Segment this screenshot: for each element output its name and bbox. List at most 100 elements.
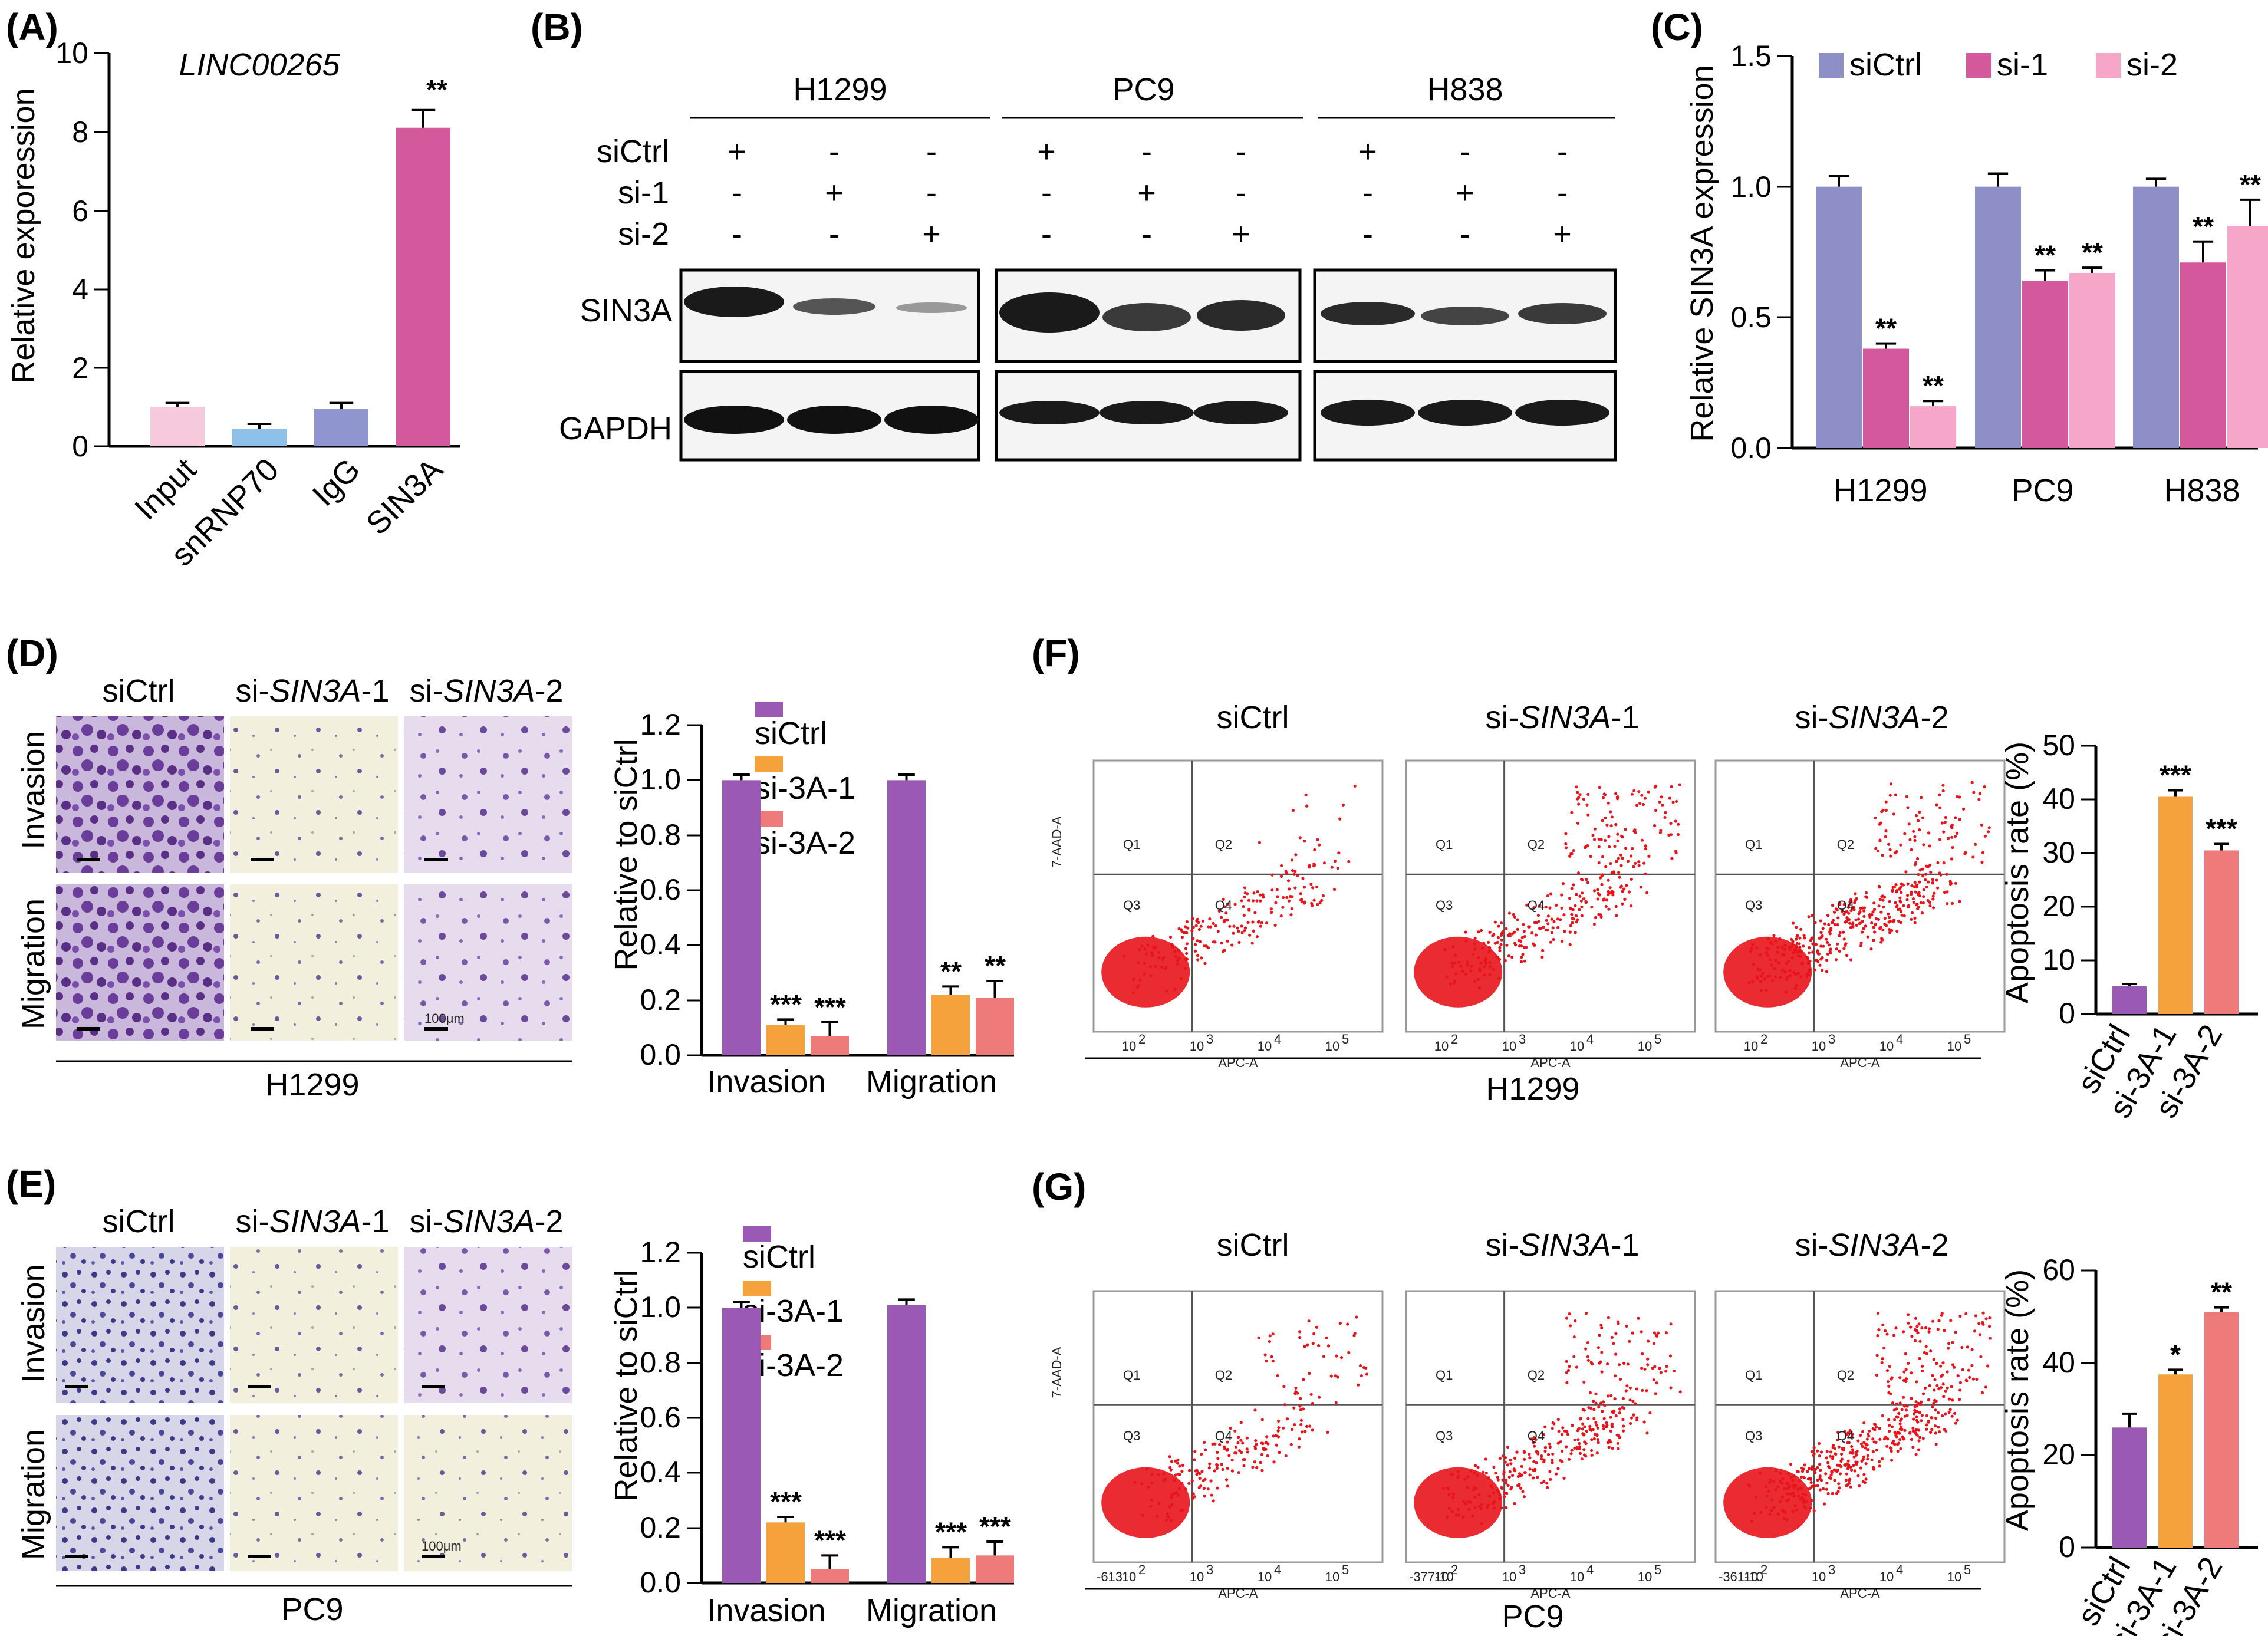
event-dot	[1865, 1443, 1869, 1447]
event-dot	[1910, 1371, 1913, 1375]
event-dot	[1239, 1439, 1243, 1442]
event-dot	[1240, 899, 1243, 903]
event-dot	[1811, 1467, 1815, 1470]
event-dot	[1868, 913, 1872, 917]
event-dot	[1907, 1321, 1910, 1325]
event-dot	[1632, 829, 1636, 833]
panel-f-plot-title: si-SIN3A-2	[1795, 700, 1948, 735]
event-dot	[1926, 865, 1930, 868]
event-dot	[1584, 901, 1588, 904]
micrograph	[404, 716, 572, 873]
event-dot	[1302, 886, 1306, 889]
event-dot	[1918, 1357, 1921, 1360]
event-dot	[1668, 1354, 1672, 1358]
quadrant-label: Q2	[1215, 837, 1232, 852]
event-dot	[1226, 1440, 1229, 1444]
event-dot	[1759, 953, 1762, 957]
event-dot	[1873, 930, 1877, 934]
event-dot	[1532, 1460, 1536, 1463]
event-dot	[1604, 865, 1608, 868]
event-dot	[1826, 913, 1830, 917]
event-dot	[1560, 906, 1563, 910]
event-dot	[1783, 943, 1787, 947]
x-tick-label: 10	[1638, 1569, 1652, 1584]
event-dot	[1632, 789, 1636, 792]
event-dot	[1591, 1362, 1594, 1366]
event-dot	[1461, 969, 1464, 973]
event-dot	[1185, 942, 1189, 946]
event-dot	[1927, 1419, 1930, 1423]
event-dot	[1183, 966, 1187, 970]
event-dot	[1802, 944, 1805, 948]
event-dot	[1906, 894, 1910, 897]
event-dot	[1890, 1459, 1894, 1462]
event-dot	[1941, 784, 1945, 787]
event-dot	[1915, 1404, 1919, 1408]
event-dot	[1978, 792, 1981, 795]
event-dot	[1335, 1354, 1338, 1358]
quadrant-label: Q1	[1436, 837, 1453, 852]
x-tick-exponent: 3	[1828, 1032, 1835, 1046]
event-dot	[1194, 924, 1198, 927]
event-dot	[1500, 1486, 1504, 1490]
event-dot	[1552, 920, 1556, 923]
event-dot	[1917, 1322, 1921, 1326]
event-dot	[1482, 965, 1486, 969]
event-dot	[1260, 921, 1263, 924]
event-dot	[1920, 1326, 1924, 1330]
event-dot	[1601, 1410, 1604, 1413]
event-dot	[1761, 972, 1765, 975]
event-dot	[1600, 1326, 1604, 1330]
event-dot	[1497, 977, 1501, 980]
event-dot	[1615, 860, 1618, 863]
x-tick-exponent: 4	[1896, 1032, 1903, 1046]
minus-sign: -	[1236, 134, 1246, 169]
event-dot	[1816, 960, 1820, 963]
panel-e: (E) siCtrl si-SIN3A-1 si-SIN3A-2 Invasio…	[6, 1163, 1014, 1628]
event-dot	[1311, 1342, 1315, 1345]
event-dot	[1548, 1470, 1552, 1473]
panel-e-ytick: 0.6	[640, 1401, 681, 1434]
event-dot	[1612, 1342, 1615, 1345]
event-dot	[1912, 900, 1915, 904]
event-dot	[1924, 873, 1928, 876]
event-dot	[1789, 1463, 1793, 1466]
event-dot	[1559, 1440, 1562, 1444]
event-dot	[1250, 942, 1254, 945]
event-dot	[1207, 1466, 1211, 1470]
event-dot	[1862, 909, 1866, 913]
event-dot	[1588, 1424, 1592, 1428]
event-dot	[1617, 857, 1620, 860]
event-dot	[1919, 1400, 1923, 1404]
event-dot	[1571, 1424, 1574, 1427]
event-dot	[1318, 843, 1321, 847]
panel-d-ytick: 0.2	[640, 983, 681, 1016]
panel-b-blots	[679, 268, 1617, 462]
event-dot	[1851, 1433, 1854, 1436]
event-dot	[1849, 958, 1853, 962]
event-dot	[1506, 1445, 1510, 1449]
event-dot	[1561, 939, 1564, 943]
event-dot	[1972, 791, 1976, 794]
event-dot	[1950, 1385, 1953, 1388]
event-dot	[1599, 1324, 1603, 1327]
event-dot	[1540, 1454, 1543, 1458]
panel-e-yaxis: 0.0 0.2 0.4 0.6 0.8 1.0 1.2	[640, 1236, 703, 1599]
micrograph	[56, 1247, 224, 1403]
event-dot	[1921, 1364, 1924, 1368]
event-dot	[1888, 848, 1892, 851]
event-dot	[1647, 1339, 1650, 1343]
event-dot	[1499, 934, 1503, 937]
event-dot	[1221, 950, 1225, 953]
panel-label-a: (A)	[6, 6, 58, 48]
event-dot	[1194, 1469, 1197, 1473]
event-dot	[1929, 1430, 1933, 1434]
event-dot	[1561, 882, 1565, 886]
panel-c: (C) Relative SIN3A expression 0.0 0.5 1.…	[1651, 6, 2268, 508]
panel-e-xtick: Migration	[866, 1593, 997, 1628]
event-dot	[1493, 1506, 1496, 1510]
event-dot	[1609, 1429, 1612, 1433]
event-dot	[1900, 1417, 1903, 1421]
significance-star: ***	[2160, 760, 2191, 791]
event-dot	[1778, 937, 1782, 941]
